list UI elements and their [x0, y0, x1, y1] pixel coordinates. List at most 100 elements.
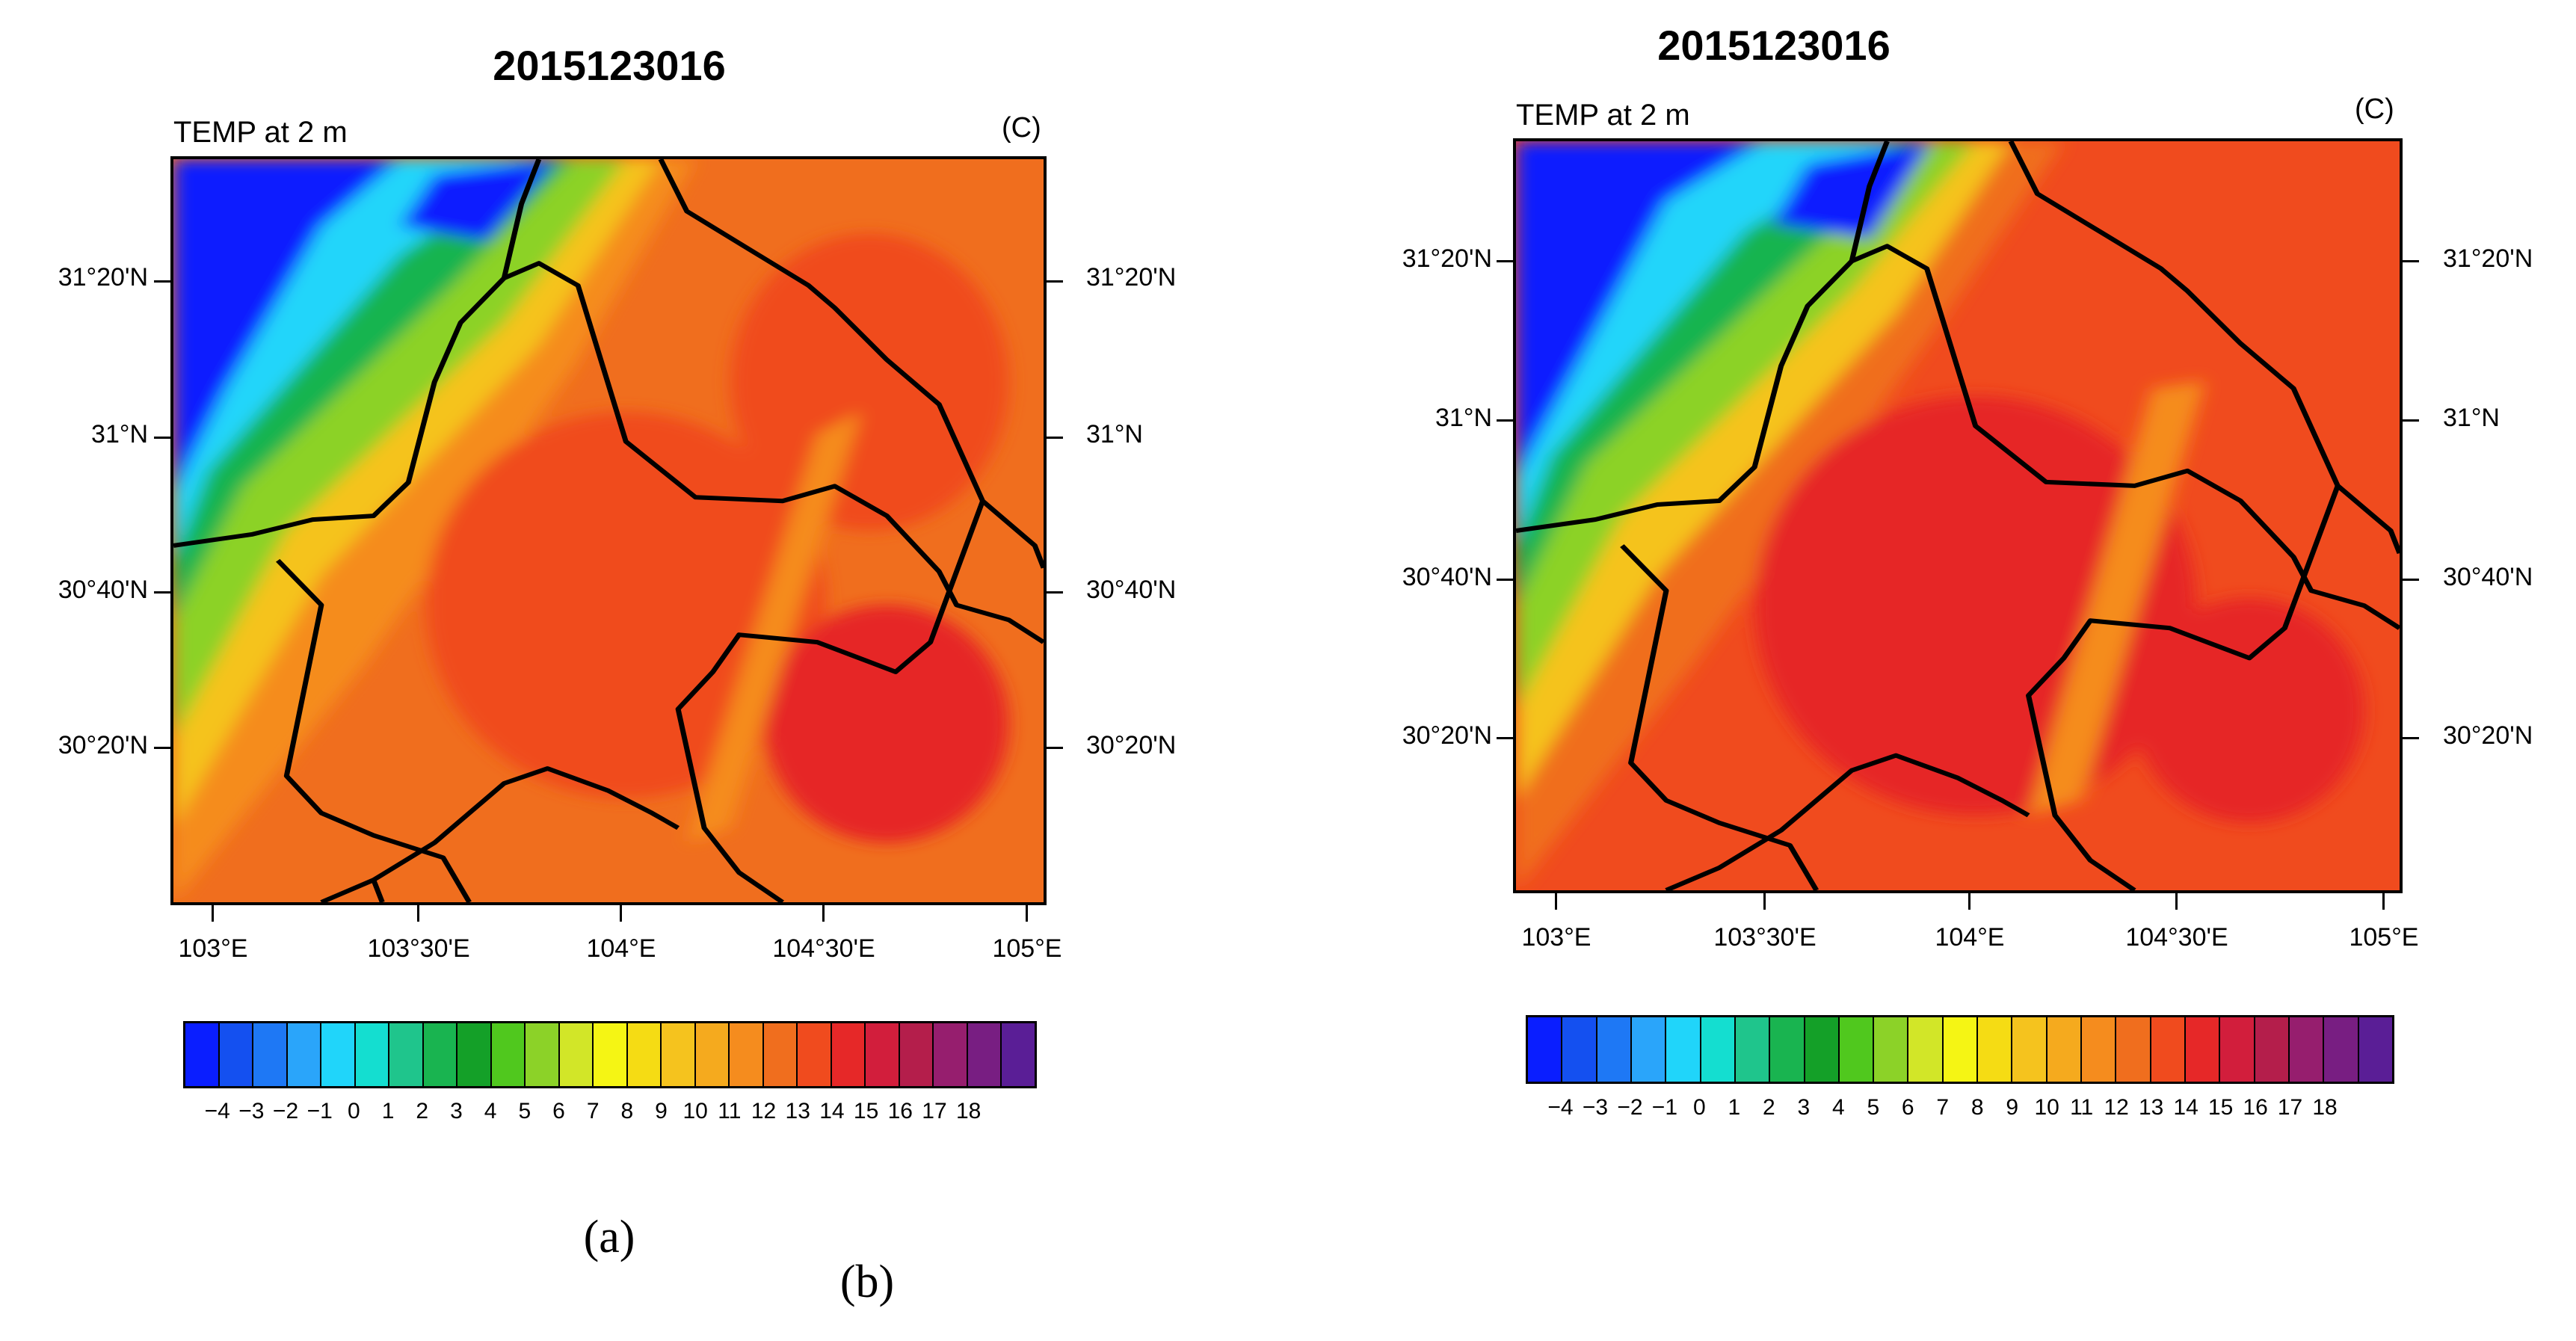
temperature-field — [1516, 141, 2400, 890]
colorbar-tick-label: 15 — [853, 1099, 879, 1123]
colorbar-tick-label: 5 — [518, 1099, 531, 1123]
colorbar-swatch — [662, 1023, 696, 1086]
lon-label: 105°E — [2349, 923, 2419, 952]
colorbar-swatch — [321, 1023, 356, 1086]
colorbar-tick-label: 13 — [785, 1099, 810, 1123]
colorbar-tick-label: 0 — [1693, 1095, 1706, 1120]
colorbar-swatch — [559, 1023, 594, 1086]
colorbar-swatch — [253, 1023, 288, 1086]
colorbar-tick-label: 13 — [2138, 1095, 2164, 1120]
colorbar-swatch — [1735, 1017, 1771, 1082]
colorbar-swatch — [2116, 1017, 2151, 1082]
lon-label: 103°30'E — [367, 934, 470, 963]
lon-tick — [212, 905, 214, 922]
colorbar-swatch — [798, 1023, 832, 1086]
lon-label: 103°E — [1521, 923, 1591, 952]
colorbar-swatch — [2151, 1017, 2186, 1082]
lat-tick — [154, 747, 170, 749]
lat-label-right: 30°40'N — [1086, 576, 1177, 604]
colorbar-swatch — [219, 1023, 254, 1086]
field-label: TEMP at 2 m — [173, 116, 348, 149]
lat-tick — [154, 437, 170, 439]
colorbar-tick-label: 15 — [2207, 1095, 2234, 1120]
lat-tick — [1497, 579, 1513, 581]
lat-label-left: 31°N — [91, 420, 148, 448]
lat-tick — [1497, 737, 1513, 739]
colorbar-tick-label: 9 — [2006, 1095, 2019, 1120]
panel-title: 2015123016 — [493, 42, 726, 89]
colorbar-tick-label: −2 — [272, 1099, 299, 1123]
lon-label: 103°E — [178, 934, 248, 963]
lat-label-left: 31°20'N — [1402, 244, 1492, 273]
colorbar-swatch — [730, 1023, 764, 1086]
colorbar-swatch — [831, 1023, 866, 1086]
colorbar-tick-label: 12 — [2104, 1095, 2129, 1120]
lat-tick — [1047, 747, 1063, 749]
colorbar — [1526, 1015, 2394, 1084]
lat-tick — [2403, 737, 2419, 739]
lat-tick — [1047, 437, 1063, 439]
colorbar-tick-label: 17 — [922, 1099, 947, 1123]
colorbar-tick-label: 12 — [751, 1099, 777, 1123]
colorbar-tick-label: 2 — [416, 1099, 429, 1123]
lat-label-left: 30°20'N — [58, 731, 148, 759]
colorbar-swatch — [2082, 1017, 2117, 1082]
lon-tick — [1555, 893, 1557, 910]
lat-label-right: 31°20'N — [1086, 263, 1177, 292]
lat-label-left: 30°40'N — [58, 576, 148, 604]
colorbar-tick-label: −1 — [1651, 1095, 1678, 1120]
lat-label-left: 31°20'N — [58, 263, 148, 292]
colorbar-swatch — [1874, 1017, 1909, 1082]
colorbar-swatch — [491, 1023, 526, 1086]
colorbar-swatch — [594, 1023, 628, 1086]
colorbar-swatch — [457, 1023, 492, 1086]
colorbar-swatch — [2289, 1017, 2325, 1082]
lat-tick — [1497, 419, 1513, 422]
colorbar-tick-label: 18 — [955, 1099, 982, 1123]
lat-label-left: 30°20'N — [1402, 721, 1492, 750]
colorbar-labels: −4 −3 −2 −1 0 1 2 3 4 5 6 7 8 9 10 11 12 13 14 15 16 17 18 — [1526, 1095, 2394, 1125]
colorbar-swatch — [1002, 1023, 1035, 1086]
colorbar-tick-label: −2 — [1617, 1095, 1643, 1120]
lon-label: 104°E — [1935, 923, 2005, 952]
lon-tick — [2175, 893, 2178, 910]
colorbar-swatch — [967, 1023, 1002, 1086]
colorbar-swatch — [934, 1023, 968, 1086]
temperature-map — [170, 156, 1047, 905]
colorbar-swatch — [1562, 1017, 1597, 1082]
lon-tick — [417, 905, 419, 922]
lat-label-right: 30°20'N — [1086, 731, 1177, 759]
colorbar-tick-label: 3 — [450, 1099, 463, 1123]
colorbar-tick-label: 6 — [552, 1099, 565, 1123]
colorbar-swatch — [1943, 1017, 1979, 1082]
panel-caption: (b) — [839, 1257, 895, 1307]
colorbar-tick-label: 4 — [484, 1099, 497, 1123]
lon-label: 103°30'E — [1713, 923, 1817, 952]
panel-a: 2015123016 TEMP at 2 m (C) — [58, 42, 1177, 1263]
colorbar-tick-label: 7 — [586, 1099, 600, 1123]
colorbar-tick-label: 1 — [1728, 1095, 1741, 1120]
lat-label-left: 31°N — [1435, 404, 1492, 432]
colorbar-swatch — [695, 1023, 730, 1086]
colorbar-tick-label: 1 — [381, 1099, 395, 1123]
lat-label-right: 31°N — [1086, 420, 1143, 448]
colorbar-swatch — [526, 1023, 560, 1086]
colorbar-tick-label: −3 — [1582, 1095, 1609, 1120]
colorbar-swatch — [2220, 1017, 2255, 1082]
lon-label: 104°30'E — [772, 934, 875, 963]
colorbar-swatch — [1908, 1017, 1944, 1082]
lat-tick — [2403, 579, 2419, 581]
colorbar-tick-label: 10 — [2034, 1095, 2059, 1120]
colorbar-swatch — [2185, 1017, 2221, 1082]
colorbar-tick-label: 8 — [620, 1099, 634, 1123]
colorbar-swatch — [185, 1023, 220, 1086]
temperature-map — [1513, 138, 2403, 893]
colorbar-swatch — [2012, 1017, 2047, 1082]
colorbar-tick-label: 0 — [348, 1099, 360, 1123]
lon-tick — [1968, 893, 1970, 910]
colorbar-swatch — [355, 1023, 390, 1086]
colorbar-tick-label: 9 — [655, 1099, 668, 1123]
colorbar-swatch — [389, 1023, 424, 1086]
lat-tick — [1497, 260, 1513, 262]
colorbar-swatch — [2047, 1017, 2082, 1082]
